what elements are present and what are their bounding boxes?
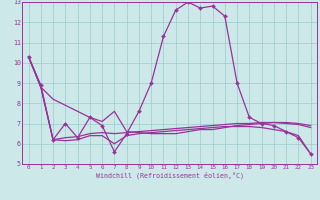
X-axis label: Windchill (Refroidissement éolien,°C): Windchill (Refroidissement éolien,°C) xyxy=(96,172,244,179)
